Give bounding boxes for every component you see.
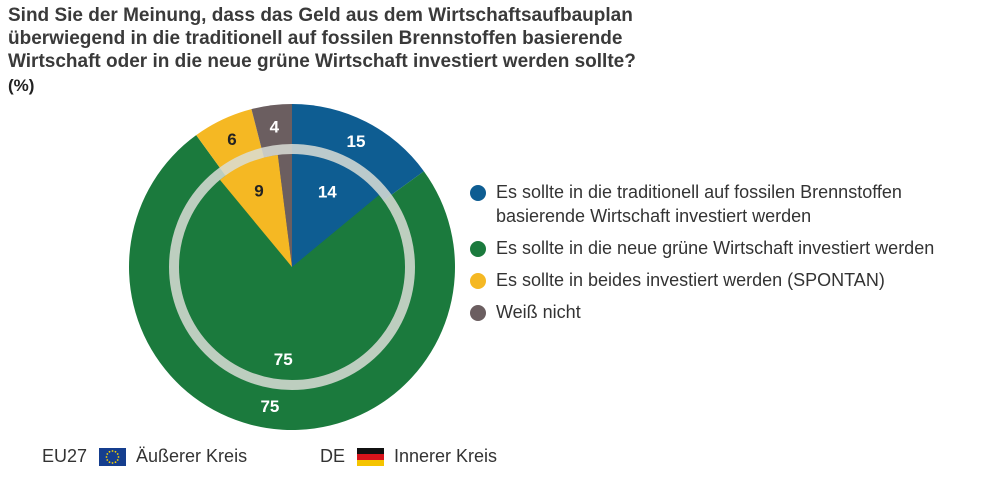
chart-title-line-2: überwiegend in die traditionell auf foss…	[8, 28, 623, 49]
inner-slice-both	[219, 154, 292, 267]
chart-title: Sind Sie der Meinung, dass das Geld aus …	[8, 4, 648, 73]
inner-slice-green	[179, 179, 406, 380]
chart-title-line-1: Sind Sie der Meinung, dass das Geld aus …	[8, 5, 633, 26]
inner-slice-fossil	[292, 154, 380, 267]
outer-value-fossil: 15	[347, 132, 366, 151]
eu-flag-icon	[99, 447, 127, 466]
outer-ring-label: Äußerer Kreis	[136, 446, 248, 466]
legend-label-dont-know: Weiß nicht	[496, 302, 581, 322]
inner-slice-dont-know	[277, 154, 292, 267]
footer-outer-ring: EU27 Äußerer Kreis	[42, 446, 247, 467]
legend-label-fossil: Es sollte in die traditionell auf fossil…	[496, 182, 902, 226]
outer-value-green: 75	[260, 397, 279, 416]
legend-label-both: Es sollte in beides investiert werden (S…	[496, 270, 885, 290]
legend: Es sollte in die traditionell auf fossil…	[470, 180, 995, 332]
chart-title-line-3: Wirtschaft oder in die neue grüne Wirtsc…	[8, 51, 636, 72]
footer-inner-ring: DE Innerer Kreis	[320, 446, 497, 467]
inner-ring-separator	[169, 144, 415, 390]
legend-dot-fossil	[470, 185, 486, 201]
inner-ring-code: DE	[320, 446, 346, 466]
legend-dot-dont-know	[470, 305, 486, 321]
outer-ring-code: EU27	[42, 446, 88, 466]
legend-label-green: Es sollte in die neue grüne Wirtschaft i…	[496, 238, 935, 258]
outer-value-both: 6	[227, 130, 236, 149]
inner-ring-label: Innerer Kreis	[394, 446, 498, 466]
legend-item-green: Es sollte in die neue grüne Wirtschaft i…	[470, 236, 995, 260]
de-flag-icon	[357, 447, 385, 466]
inner-value-green: 75	[274, 350, 293, 369]
legend-dot-both	[470, 273, 486, 289]
legend-item-fossil: Es sollte in die traditionell auf fossil…	[470, 180, 995, 228]
inner-value-fossil: 14	[318, 182, 337, 201]
legend-item-both: Es sollte in beides investiert werden (S…	[470, 268, 995, 292]
unit-label: (%)	[8, 76, 35, 95]
legend-dot-green	[470, 241, 486, 257]
outer-value-dont-know: 4	[270, 118, 280, 137]
legend-item-dont-know: Weiß nicht	[470, 300, 995, 324]
inner-value-both: 9	[254, 181, 263, 200]
